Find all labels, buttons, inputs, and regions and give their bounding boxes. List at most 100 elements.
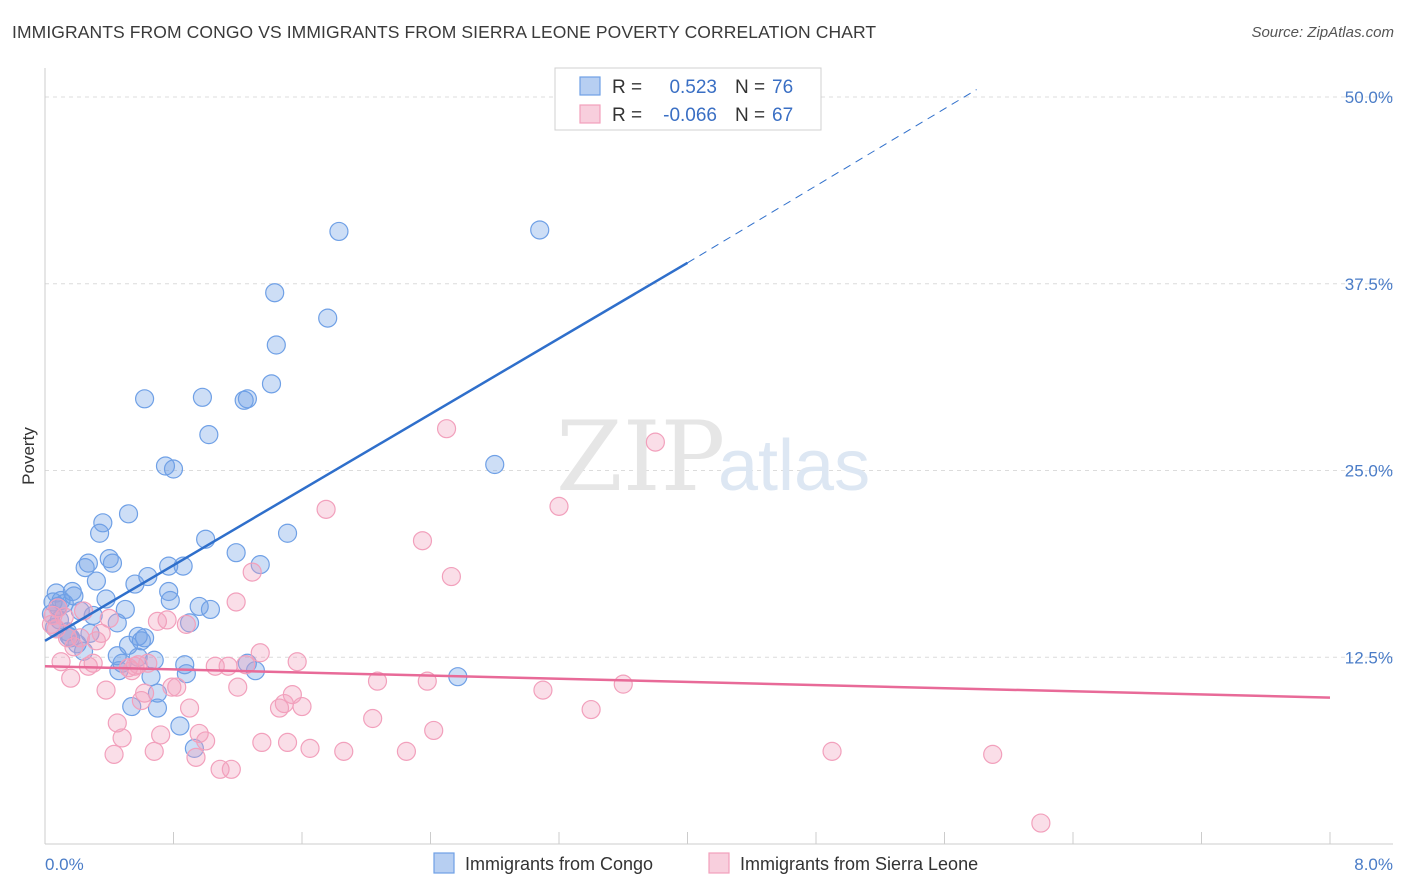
congo-point [93,513,113,533]
trend-lines [44,89,1331,699]
sierra-point [367,671,388,691]
y-axis-label: Poverty [19,427,38,485]
congo-point [78,553,98,573]
watermark-atlas: atlas [718,426,870,506]
sierra-point [186,747,206,767]
sierra-trend-line [44,664,1331,699]
sierra-point [412,531,433,551]
congo-point [134,628,155,648]
sierra-point [228,677,248,697]
legend-top: R = 0.523 N = 76 R = -0.066 N = 67 [554,67,822,131]
sierra-point [210,759,230,779]
congo-point [261,374,282,394]
congo-point [266,335,286,355]
congo-bottom-legend-swatch [433,852,455,874]
congo-point [90,523,110,543]
sierra-point [107,713,127,733]
sierra-bottom-legend-swatch [708,852,730,874]
sierra-point [822,741,842,761]
sierra-legend-swatch [579,104,601,124]
sierra-point [292,696,312,717]
legend-n-value: 67 [772,105,793,126]
congo-trend-extension [687,89,977,264]
sierra-point [236,655,256,675]
congo-point [192,387,213,407]
congo-point [179,613,200,633]
sierra-point [549,496,569,516]
legend-n-label: N = [735,105,765,126]
sierra-point [277,732,298,753]
congo-point [485,454,505,475]
sierra-point [218,656,238,676]
sierra-point [221,759,241,779]
sierra-point [61,668,81,688]
congo-legend-swatch [579,76,601,96]
sierra-point [83,653,103,673]
sierra-point [167,677,187,697]
sierra-point [424,720,444,741]
y-tick-label: 50.0% [1345,88,1393,107]
x-tick-labels: 0.0% 8.0% [45,855,1393,874]
y-tick-labels: 12.5% 25.0% 37.5% 50.0% [1345,88,1393,667]
congo-point [163,459,184,479]
congo-point [234,390,254,410]
congo-trend-line [44,261,689,642]
y-tick-label: 37.5% [1345,275,1393,294]
sierra-point [252,732,272,753]
sierra-point [157,610,177,630]
congo-point [147,698,168,718]
congo-point [226,543,246,563]
congo-point [122,696,142,717]
sierra-point [363,708,383,729]
sierra-point [162,677,182,697]
sierra-point [104,744,124,764]
sierra-point [983,744,1003,764]
congo-point [115,599,135,620]
congo-point [199,425,219,445]
congo-point [329,221,349,242]
congo-point [250,555,270,575]
sierra-point [645,432,665,452]
congo-point [530,220,550,240]
congo-point [200,599,221,620]
legend-r-value: 0.523 [669,77,717,98]
sierra-point [242,562,262,582]
axes [44,68,1393,845]
data-points [41,220,1051,833]
sierra-point [144,741,164,761]
chart-title: IMMIGRANTS FROM CONGO VS IMMIGRANTS FROM… [12,22,877,42]
congo-point [160,590,180,611]
sierra-point [300,738,320,758]
sierra-point [1031,813,1051,833]
sierra-point [533,680,553,700]
congo-bottom-legend-label: Immigrants from Congo [465,854,653,874]
congo-point [318,308,338,328]
sierra-point [250,643,270,663]
congo-point [277,523,298,543]
sierra-point [112,728,132,748]
congo-point [86,571,107,591]
legend-r-value: -0.066 [663,105,717,126]
sierra-point [436,419,457,439]
congo-point [134,389,155,409]
legend-n-label: N = [735,77,765,98]
grid-lines [45,96,1393,658]
sierra-point [99,608,119,629]
sierra-bottom-legend-label: Immigrants from Sierra Leone [740,854,978,874]
sierra-point [151,725,171,745]
sierra-point [581,699,601,720]
sierra-point [441,566,461,587]
sierra-point [54,607,74,627]
y-tick-label: 25.0% [1345,462,1393,481]
sierra-point [147,611,168,631]
sierra-point [179,698,200,718]
sierra-point [196,731,216,751]
congo-point [170,716,190,736]
legend-r-label: R = [612,77,642,98]
source-label: Source: ZipAtlas.com [1251,24,1394,41]
legend-n-value: 76 [772,77,793,98]
legend-bottom: Immigrants from Congo Immigrants from Sie… [433,852,978,874]
sierra-point [70,628,90,648]
congo-point [189,596,209,617]
